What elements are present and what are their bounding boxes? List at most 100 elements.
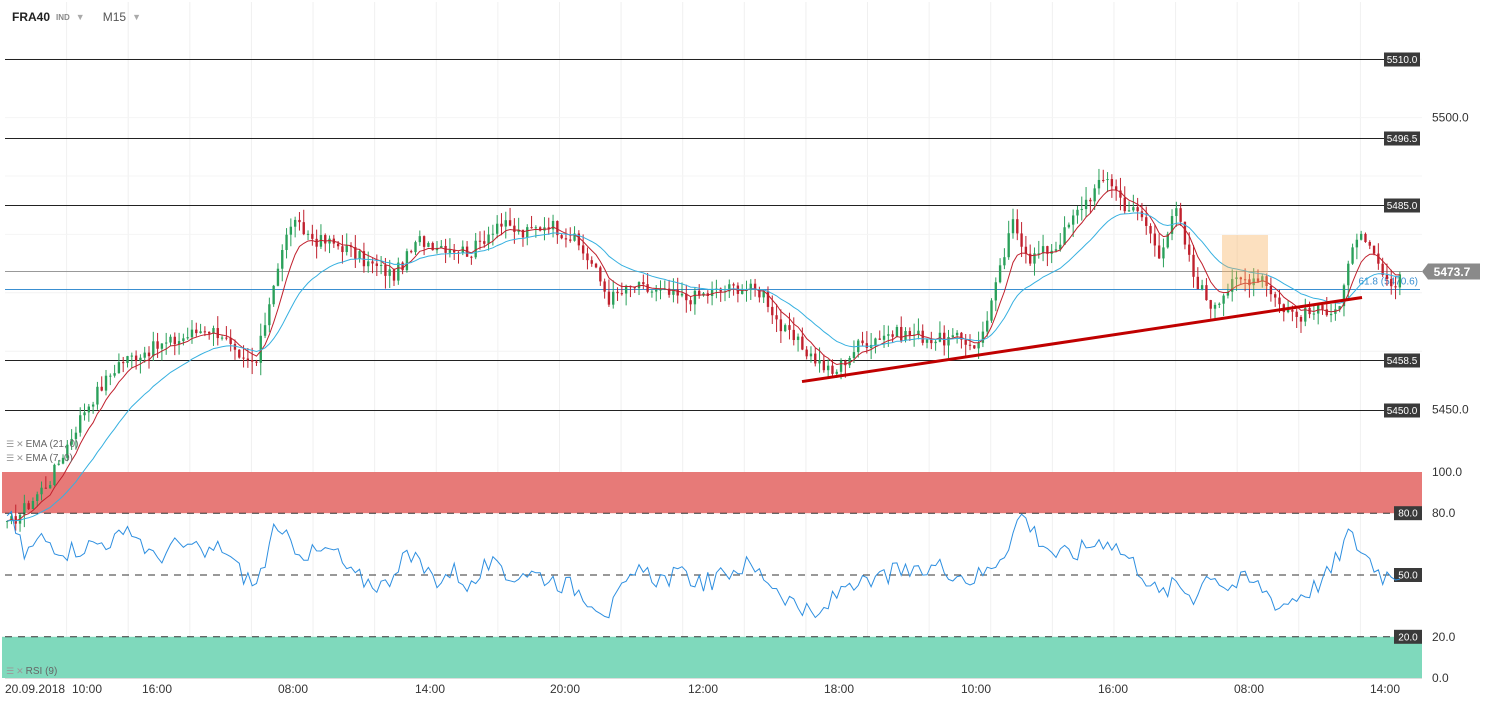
legend-rsi[interactable]: ☰ ✕ RSI (9) <box>6 666 57 677</box>
candle <box>1132 207 1135 211</box>
candle <box>586 253 589 261</box>
candle <box>822 360 826 371</box>
candle <box>1188 244 1191 255</box>
time-axis-label: 14:00 <box>1370 682 1400 696</box>
candle <box>1286 309 1290 313</box>
chart-overlay: 5473.7 <box>801 235 1480 384</box>
timeframe-dropdown-icon[interactable]: ▼ <box>132 12 141 22</box>
time-axis-label: 14:00 <box>415 682 445 696</box>
candle <box>79 415 82 433</box>
highlight-zone <box>1222 235 1268 289</box>
candle <box>177 341 181 345</box>
candle <box>281 250 284 269</box>
candle <box>1114 186 1118 191</box>
settings-icon[interactable]: ☰ <box>6 666 15 676</box>
candle <box>195 329 198 334</box>
candle <box>388 269 391 276</box>
candle <box>427 242 430 247</box>
candle <box>1218 303 1221 305</box>
legend-ema-a[interactable]: ☰ ✕ EMA (21, 0) <box>6 439 78 450</box>
candle <box>1368 241 1371 246</box>
candle <box>513 225 516 232</box>
candle <box>852 352 856 358</box>
candle <box>1269 285 1273 295</box>
timeframe-selector[interactable]: M15 <box>102 10 127 24</box>
rsi-line <box>6 510 1401 619</box>
candle <box>315 238 318 247</box>
candle <box>1248 279 1251 286</box>
candle <box>1003 257 1006 266</box>
candle <box>495 223 499 234</box>
time-axis-label: 20:00 <box>550 682 580 696</box>
candle <box>796 336 800 341</box>
candle <box>173 336 176 345</box>
candle <box>732 284 735 286</box>
candle <box>607 291 611 305</box>
candle <box>526 227 529 238</box>
candle <box>1394 286 1397 288</box>
close-icon[interactable]: ✕ <box>16 439 24 449</box>
close-icon[interactable]: ✕ <box>16 666 24 676</box>
candle <box>27 503 30 510</box>
candle <box>839 360 843 372</box>
candle <box>728 284 731 292</box>
candle <box>1037 253 1040 255</box>
candle <box>474 240 477 258</box>
candle <box>1166 233 1169 248</box>
candle <box>341 246 344 253</box>
candle <box>1046 246 1049 254</box>
candle <box>762 291 765 298</box>
candle <box>1385 274 1389 279</box>
level-tag-bg <box>1384 131 1420 146</box>
candle <box>1183 221 1187 245</box>
symbol-dropdown-icon[interactable]: ▼ <box>75 12 85 22</box>
candle <box>1261 276 1264 282</box>
candle <box>1140 211 1144 218</box>
candle <box>1347 263 1350 286</box>
fib-level-label: 61.8 (5470.6) <box>1359 277 1419 288</box>
candle <box>289 226 293 235</box>
settings-icon[interactable]: ☰ <box>6 439 15 449</box>
candle <box>792 329 795 341</box>
time-axis-label: 08:00 <box>1234 682 1264 696</box>
symbol-name[interactable]: FRA40 <box>12 10 51 24</box>
candle <box>367 261 370 267</box>
chart-header: FRA40 IND ▼ M15 ▼ <box>12 10 141 24</box>
chart-grid <box>5 2 1422 678</box>
candles <box>5 168 1402 532</box>
candle <box>104 375 108 391</box>
candle <box>126 356 129 364</box>
level-tag-label: 5485.0 <box>1387 201 1418 212</box>
instrument-type: IND <box>56 12 70 22</box>
candle <box>36 494 39 501</box>
candle <box>1265 276 1268 286</box>
candle <box>1136 207 1139 212</box>
level-tag-label: 5450.0 <box>1387 406 1418 417</box>
rsi-level-tag: 20.0 <box>1394 629 1422 644</box>
close-icon[interactable]: ✕ <box>16 453 24 463</box>
candle <box>87 406 91 413</box>
legend-ema-b[interactable]: ☰ ✕ EMA (7, 0) <box>6 453 73 464</box>
candle <box>990 300 993 321</box>
legend-ema-b-label: EMA (7, 0) <box>25 453 73 464</box>
candle <box>147 352 151 357</box>
candle <box>113 373 116 376</box>
candle <box>667 288 671 295</box>
candle <box>590 260 593 264</box>
settings-icon[interactable]: ☰ <box>6 453 15 463</box>
time-axis-label: 10:00 <box>961 682 991 696</box>
level-tag: 5510.0 <box>1384 52 1420 67</box>
candle <box>1278 297 1281 305</box>
candle <box>577 233 581 246</box>
candle <box>646 284 649 292</box>
candle <box>1067 224 1071 228</box>
candle <box>865 343 869 348</box>
candle <box>835 371 838 374</box>
candle <box>1291 309 1294 312</box>
candle <box>1153 233 1157 246</box>
candle <box>960 332 963 340</box>
candle <box>1377 253 1380 264</box>
candle <box>861 340 864 344</box>
candle <box>1089 199 1092 202</box>
